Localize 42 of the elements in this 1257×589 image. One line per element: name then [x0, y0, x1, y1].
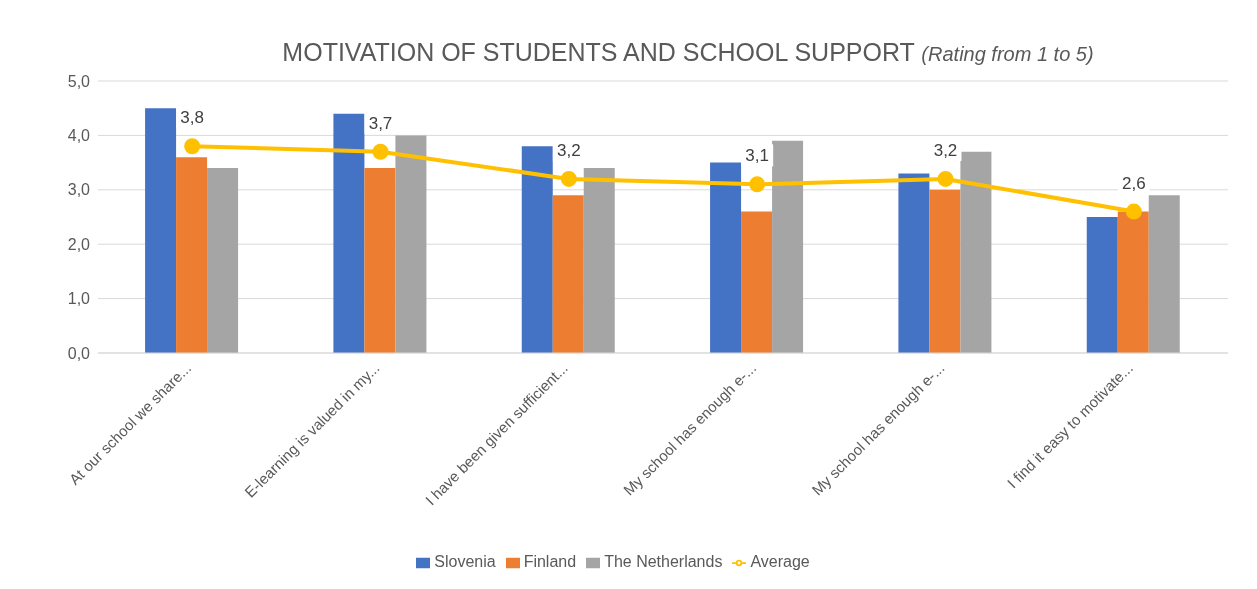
bar: [207, 168, 239, 353]
bar: [583, 168, 615, 353]
bar: [710, 162, 742, 353]
point: [560, 170, 577, 187]
bar: [521, 146, 553, 353]
bar: [552, 195, 584, 353]
bar: [364, 168, 396, 353]
bar: [176, 157, 208, 353]
bar: [1086, 217, 1118, 353]
point: [1125, 203, 1142, 220]
bar: [333, 113, 365, 353]
chart-subtitle: (Rating from 1 to 5): [921, 43, 1094, 65]
bar: [960, 151, 992, 353]
data-label: 3,7: [368, 113, 393, 133]
point: [749, 176, 766, 193]
data-label: 2,6: [1122, 173, 1146, 193]
y-tick-label: 0,0: [67, 344, 91, 362]
legend-label: The Netherlands: [604, 553, 723, 570]
data-label: 3,2: [933, 140, 958, 160]
y-tick-label: 1,0: [67, 290, 91, 308]
y-tick-label: 5,0: [67, 72, 91, 90]
legend-label: Finland: [523, 553, 577, 570]
bar: [929, 189, 961, 353]
legend-label: Average: [750, 553, 810, 570]
bar: [395, 135, 427, 353]
data-label: 3,8: [180, 108, 204, 128]
y-tick-label: 4,0: [67, 127, 91, 145]
point: [184, 138, 201, 155]
bar: [1148, 195, 1180, 353]
data-label: 3,2: [557, 140, 581, 160]
y-tick-label: 2,0: [67, 235, 91, 253]
data-label: 3,1: [745, 146, 769, 166]
legend-label: Slovenia: [434, 553, 496, 570]
bar: [145, 108, 177, 353]
bar: [741, 211, 773, 353]
chart-title: MOTIVATION OF STUDENTS AND SCHOOL SUPPORT: [282, 38, 915, 66]
point: [372, 143, 389, 160]
point: [937, 170, 954, 187]
bar: [772, 140, 804, 353]
bar: [1117, 211, 1149, 353]
bar: [898, 173, 930, 353]
y-tick-label: 3,0: [67, 181, 91, 199]
